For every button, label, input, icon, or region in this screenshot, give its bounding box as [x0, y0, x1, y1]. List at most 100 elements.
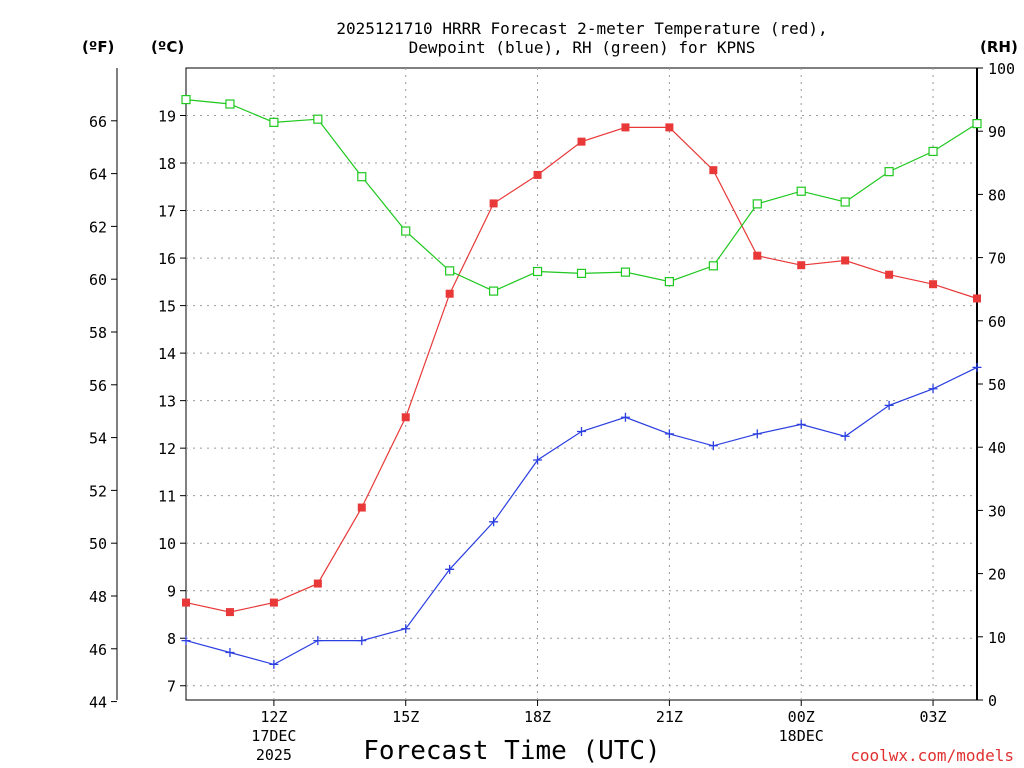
dewpoint-point	[313, 636, 323, 646]
rh-unit-label: (RH)	[980, 38, 1018, 56]
dewpoint-point	[884, 400, 894, 410]
fahrenheit-tick-label: 58	[89, 324, 107, 342]
celsius-tick-label: 17	[158, 203, 176, 221]
x-tick-date-label: 18DEC	[779, 727, 824, 745]
celsius-tick-label: 10	[158, 535, 176, 553]
x-axis-title: Forecast Time (UTC)	[363, 736, 660, 766]
rh-point	[357, 172, 367, 182]
fahrenheit-tick-label: 48	[89, 588, 107, 606]
rh-point	[928, 146, 938, 157]
data-series	[181, 94, 982, 669]
rh-point	[796, 186, 806, 196]
x-tick-label: 00Z	[788, 708, 815, 726]
fahrenheit-tick-label: 46	[89, 641, 107, 659]
temperature-point	[445, 289, 454, 298]
celsius-tick-label: 14	[158, 345, 176, 363]
temperature-point	[357, 503, 366, 512]
x-tick-date-label: 17DEC	[251, 727, 296, 745]
celsius-tick-label: 11	[158, 488, 176, 506]
rh-tick-label: 90	[988, 123, 1006, 141]
rh-tick-label: 0	[988, 692, 997, 710]
rh-point	[972, 119, 982, 129]
dewpoint-point	[225, 647, 235, 657]
temperature-point	[797, 261, 806, 270]
rh-tick-label: 50	[988, 376, 1006, 394]
temperature-point	[401, 413, 410, 422]
rh-point	[225, 99, 235, 109]
temperature-point	[182, 598, 190, 607]
celsius-tick-label: 12	[158, 440, 176, 458]
dewpoint-point	[357, 636, 367, 646]
dewpoint-point	[269, 659, 279, 669]
x-tick-label: 15Z	[392, 708, 419, 726]
celsius-tick-label: 7	[167, 678, 176, 696]
rh-point	[664, 277, 674, 287]
celsius-tick-label: 8	[167, 630, 176, 648]
rh-point	[181, 94, 191, 105]
dewpoint-point	[533, 455, 543, 465]
celsius-tick-label: 13	[158, 393, 176, 411]
rh-point	[445, 266, 455, 276]
temperature-point	[841, 256, 850, 265]
temperature-point	[577, 137, 586, 146]
dewpoint-point	[445, 564, 455, 574]
temperature-point	[753, 251, 762, 260]
celsius-tick-label: 15	[158, 298, 176, 316]
rh-tick-label: 10	[988, 629, 1006, 647]
axes: 44 46 48 50 52 54 56 58 60 62 64 66 7 8 9 10 11 12 13 14 15 1…	[89, 60, 1015, 764]
x-tick-label: 12Z	[260, 708, 287, 726]
dewpoint-point	[752, 429, 762, 439]
celsius-unit-label: (ºC)	[151, 38, 184, 56]
dewpoint-point	[489, 517, 499, 527]
dewpoint-point	[708, 441, 718, 451]
dewpoint-point	[664, 429, 674, 439]
fahrenheit-tick-label: 44	[89, 694, 107, 712]
rh-tick-label: 100	[988, 60, 1015, 78]
temperature-point	[709, 166, 718, 175]
rh-point	[840, 197, 850, 207]
rh-point	[708, 261, 718, 271]
chart-title-line1: 2025121710 HRRR Forecast 2-meter Tempera…	[336, 19, 827, 38]
gridlines	[186, 68, 977, 700]
dewpoint-series	[181, 362, 982, 669]
temperature-point	[621, 123, 630, 132]
fahrenheit-unit-label: (ºF)	[82, 38, 114, 56]
rh-point	[752, 199, 762, 209]
celsius-tick-label: 18	[158, 155, 176, 173]
celsius-tick-label: 19	[158, 108, 176, 126]
rh-point	[269, 117, 279, 127]
celsius-tick-label: 9	[167, 583, 176, 601]
x-tick-label: 03Z	[920, 708, 947, 726]
rh-tick-label: 40	[988, 439, 1006, 457]
x-tick-year-label: 2025	[256, 746, 292, 764]
fahrenheit-tick-label: 66	[89, 113, 107, 131]
temperature-point	[269, 598, 278, 607]
rh-series	[181, 94, 982, 296]
dewpoint-point	[181, 636, 191, 646]
temperature-point	[929, 280, 938, 289]
rh-tick-label: 30	[988, 502, 1006, 520]
rh-tick-label: 70	[988, 250, 1006, 268]
temperature-point	[225, 608, 234, 617]
rh-tick-label: 60	[988, 313, 1006, 331]
x-tick-label: 18Z	[524, 708, 551, 726]
fahrenheit-tick-label: 50	[89, 535, 107, 553]
temperature-point	[973, 294, 981, 303]
celsius-tick-label: 16	[158, 250, 176, 268]
rh-point	[313, 114, 323, 124]
dewpoint-point	[928, 384, 938, 394]
temperature-line	[185, 126, 978, 613]
fahrenheit-tick-label: 54	[89, 430, 107, 448]
temperature-series	[182, 123, 981, 617]
fahrenheit-tick-label: 52	[89, 482, 107, 500]
dewpoint-point	[620, 412, 630, 422]
dewpoint-point	[796, 419, 806, 429]
temperature-point	[533, 170, 542, 179]
rh-point	[401, 226, 411, 236]
dewpoint-line	[185, 366, 978, 666]
dewpoint-point	[840, 431, 850, 441]
rh-tick-label: 20	[988, 566, 1006, 584]
temperature-point	[665, 123, 674, 132]
dewpoint-point	[401, 624, 411, 634]
